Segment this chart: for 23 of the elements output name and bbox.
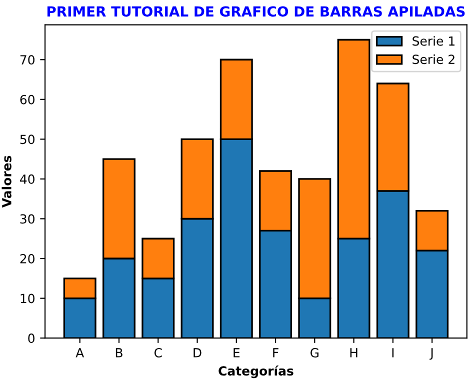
- y-tick-label: 50: [20, 134, 34, 144]
- y-tick-label: 20: [20, 254, 34, 264]
- y-tick-label: 40: [20, 174, 34, 184]
- x-tick-label: E: [234, 348, 240, 358]
- x-tick-label: D: [194, 348, 202, 358]
- x-tick-label: B: [116, 348, 122, 358]
- x-tick-label: C: [154, 348, 162, 358]
- y-tick-label: 60: [20, 94, 34, 104]
- x-tick-label: A: [76, 348, 84, 358]
- x-tick-label: J: [430, 348, 433, 360]
- x-tick-label: G: [310, 348, 318, 358]
- y-tick-label: 10: [20, 294, 34, 304]
- x-axis-title: Categorías: [218, 365, 294, 378]
- legend-label: Serie 2: [412, 54, 454, 64]
- legend-label: Serie 1: [412, 36, 454, 46]
- y-tick-label: 70: [20, 55, 34, 65]
- chart-title: PRIMER TUTORIAL DE GRAFICO DE BARRAS APILADAS: [47, 6, 465, 17]
- x-tick-label: I: [392, 348, 394, 358]
- y-tick-label: 0: [28, 334, 34, 343]
- y-axis-title: Valores: [2, 156, 12, 208]
- x-tick-label: H: [350, 348, 358, 358]
- x-tick-label: F: [273, 348, 278, 358]
- y-tick-label: 30: [20, 214, 34, 224]
